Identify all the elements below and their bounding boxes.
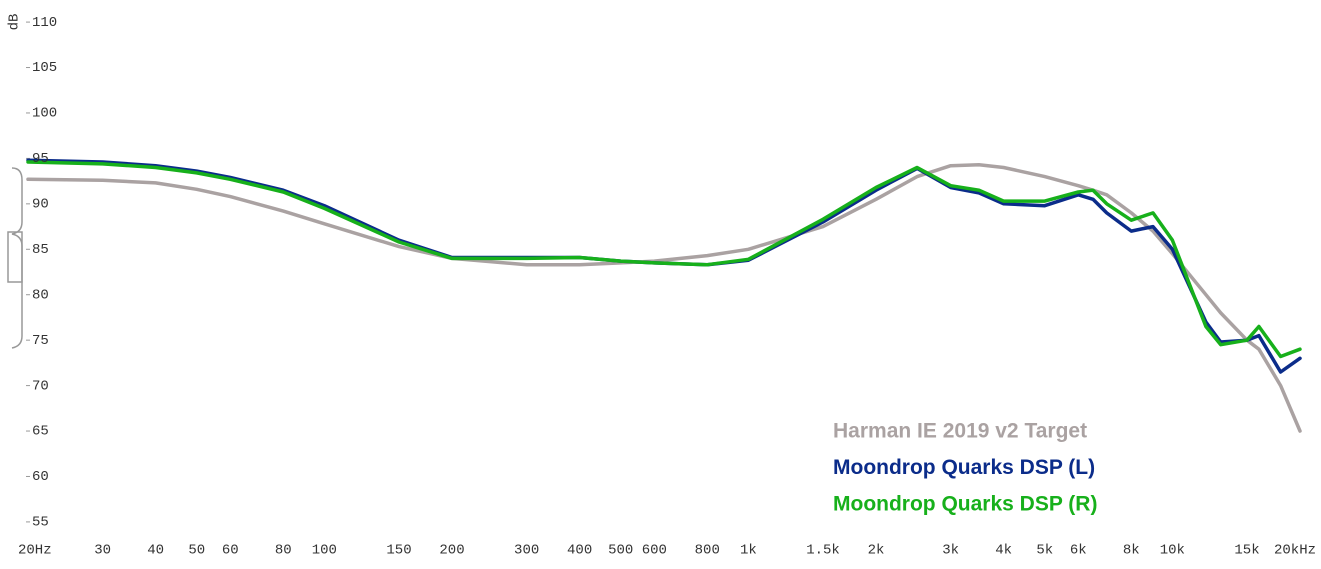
x-tick-label: 80 [275, 543, 292, 559]
x-tick-label: 1.5k [806, 543, 840, 559]
x-tick-label: 1k [740, 543, 757, 559]
y-tick-label: 80 [32, 287, 49, 303]
x-tick-label: 50 [188, 543, 205, 559]
y-tick-label: 60 [32, 469, 49, 485]
x-tick-label: 3k [942, 543, 959, 559]
y-tick-label: 90 [32, 197, 49, 213]
y-axis-label: dB [7, 14, 23, 31]
y-tick-label: 95 [32, 151, 49, 167]
x-tick-label: 200 [439, 543, 464, 559]
y-tick-label: 75 [32, 333, 49, 349]
legend-entry: Moondrop Quarks DSP (L) [833, 456, 1095, 479]
legend-entry: Moondrop Quarks DSP (R) [833, 493, 1097, 516]
scroll-bracket[interactable] [11, 167, 23, 349]
x-tick-label: 400 [567, 543, 592, 559]
x-tick-label: 10k [1160, 543, 1185, 559]
x-tick-label: 4k [995, 543, 1012, 559]
x-tick-label: 20Hz [18, 543, 52, 559]
scroll-handle[interactable] [7, 231, 23, 283]
x-tick-label: 60 [222, 543, 239, 559]
series-line [26, 160, 1302, 359]
y-tick-label: 70 [32, 378, 49, 394]
x-tick-label: 2k [868, 543, 885, 559]
x-tick-label: 30 [94, 543, 111, 559]
x-tick-label: 150 [386, 543, 411, 559]
y-tick-label: 105 [32, 60, 57, 76]
x-tick-label: 6k [1070, 543, 1087, 559]
legend-entry: Harman IE 2019 v2 Target [833, 420, 1087, 443]
x-tick-label: 800 [695, 543, 720, 559]
y-tick-label: 65 [32, 424, 49, 440]
y-tick-label: 100 [32, 106, 57, 122]
series-line [26, 158, 1302, 374]
x-tick-label: 15k [1234, 543, 1259, 559]
x-tick-label: 300 [514, 543, 539, 559]
x-tick-label: 500 [608, 543, 633, 559]
series-line [26, 163, 1302, 433]
x-tick-label: 8k [1123, 543, 1140, 559]
x-tick-label: 5k [1036, 543, 1053, 559]
x-tick-label: 40 [147, 543, 164, 559]
x-tick-label: 600 [642, 543, 667, 559]
x-tick-label: 20kHz [1274, 543, 1316, 559]
y-tick-label: 85 [32, 242, 49, 258]
y-tick-label: 55 [32, 515, 49, 531]
y-tick-label: 110 [32, 15, 57, 31]
x-tick-label: 100 [312, 543, 337, 559]
